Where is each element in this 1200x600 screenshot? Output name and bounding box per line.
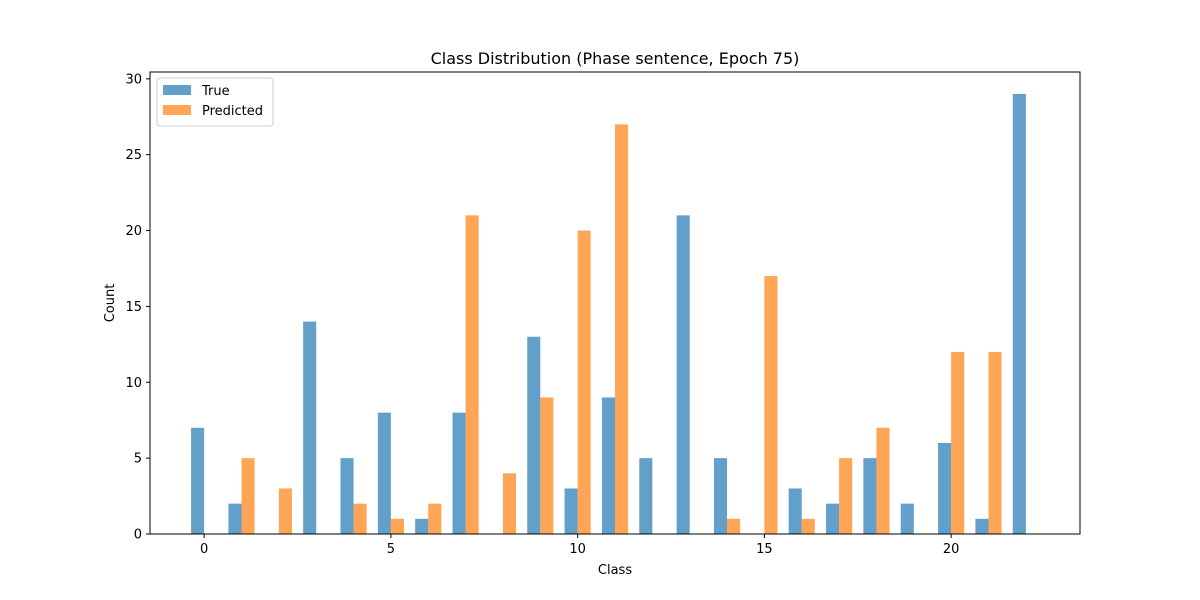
y-tick-label: 0 (134, 528, 142, 543)
y-tick-label: 15 (125, 300, 142, 315)
bar-predicted-class-8 (502, 473, 517, 534)
bar-predicted-class-2 (278, 488, 292, 534)
x-tick-label: 0 (200, 542, 208, 557)
bar-true-class-18 (863, 458, 877, 534)
bar-predicted-class-20 (951, 351, 965, 534)
bar-true-class-7 (452, 412, 466, 534)
bar-true-class-11 (601, 397, 615, 534)
x-axis-ticks: 0 5 10 15 20 (200, 534, 959, 557)
bar-true-class-20 (938, 442, 952, 534)
legend-label-true: True (201, 84, 230, 99)
bar-true-class-17 (826, 503, 840, 534)
bar-true-class-5 (377, 412, 391, 534)
bar-predicted-class-21 (988, 351, 1002, 534)
bar-predicted-class-4 (353, 503, 367, 534)
bar-predicted-class-18 (876, 427, 890, 534)
legend: True Predicted (156, 77, 274, 127)
bar-true-class-22 (1012, 94, 1026, 534)
legend-swatch-predicted (163, 105, 191, 115)
bar-true-class-3 (303, 321, 317, 534)
bar-true-class-9 (527, 336, 541, 534)
bar-true-class-21 (975, 518, 989, 534)
bar-predicted-class-1 (241, 458, 255, 534)
bar-true-class-10 (564, 488, 578, 534)
x-axis-label: Class (598, 563, 632, 578)
bar-true-class-1 (228, 503, 242, 534)
y-axis-label: Count (103, 284, 118, 323)
x-tick-label: 20 (943, 542, 960, 557)
bar-predicted-class-14 (727, 518, 741, 534)
bar-true-class-16 (788, 488, 802, 534)
bar-predicted-class-16 (801, 518, 815, 534)
chart-title: Class Distribution (Phase sentence, Epoc… (431, 49, 800, 68)
plot-frame (149, 71, 1081, 535)
bar-predicted-class-6 (428, 503, 442, 534)
y-tick-label: 20 (125, 224, 142, 239)
x-tick-label: 15 (756, 542, 773, 557)
bar-predicted-class-7 (465, 215, 479, 534)
bar-predicted-class-9 (540, 397, 554, 534)
bars-group (191, 94, 1026, 535)
x-tick-label: 10 (569, 542, 586, 557)
bar-true-class-12 (639, 458, 653, 534)
bar-true-class-6 (415, 518, 429, 534)
bar-predicted-class-15 (764, 276, 778, 534)
legend-swatch-true (163, 85, 191, 95)
y-tick-label: 25 (125, 148, 142, 163)
y-tick-label: 5 (134, 452, 142, 467)
bar-true-class-19 (900, 503, 914, 534)
bar-predicted-class-10 (577, 230, 591, 534)
bar-true-class-0 (191, 427, 205, 534)
legend-label-predicted: Predicted (202, 104, 263, 119)
y-tick-label: 30 (125, 72, 142, 87)
bar-true-class-13 (676, 215, 690, 534)
bar-true-class-14 (713, 458, 728, 534)
bar-true-class-4 (340, 458, 354, 534)
bar-predicted-class-11 (615, 124, 629, 535)
bar-predicted-class-5 (390, 518, 404, 534)
x-tick-label: 5 (387, 542, 395, 557)
y-tick-label: 10 (125, 376, 142, 391)
y-axis-ticks: 0 5 10 15 20 25 30 (125, 72, 150, 543)
bar-predicted-class-17 (839, 458, 853, 534)
